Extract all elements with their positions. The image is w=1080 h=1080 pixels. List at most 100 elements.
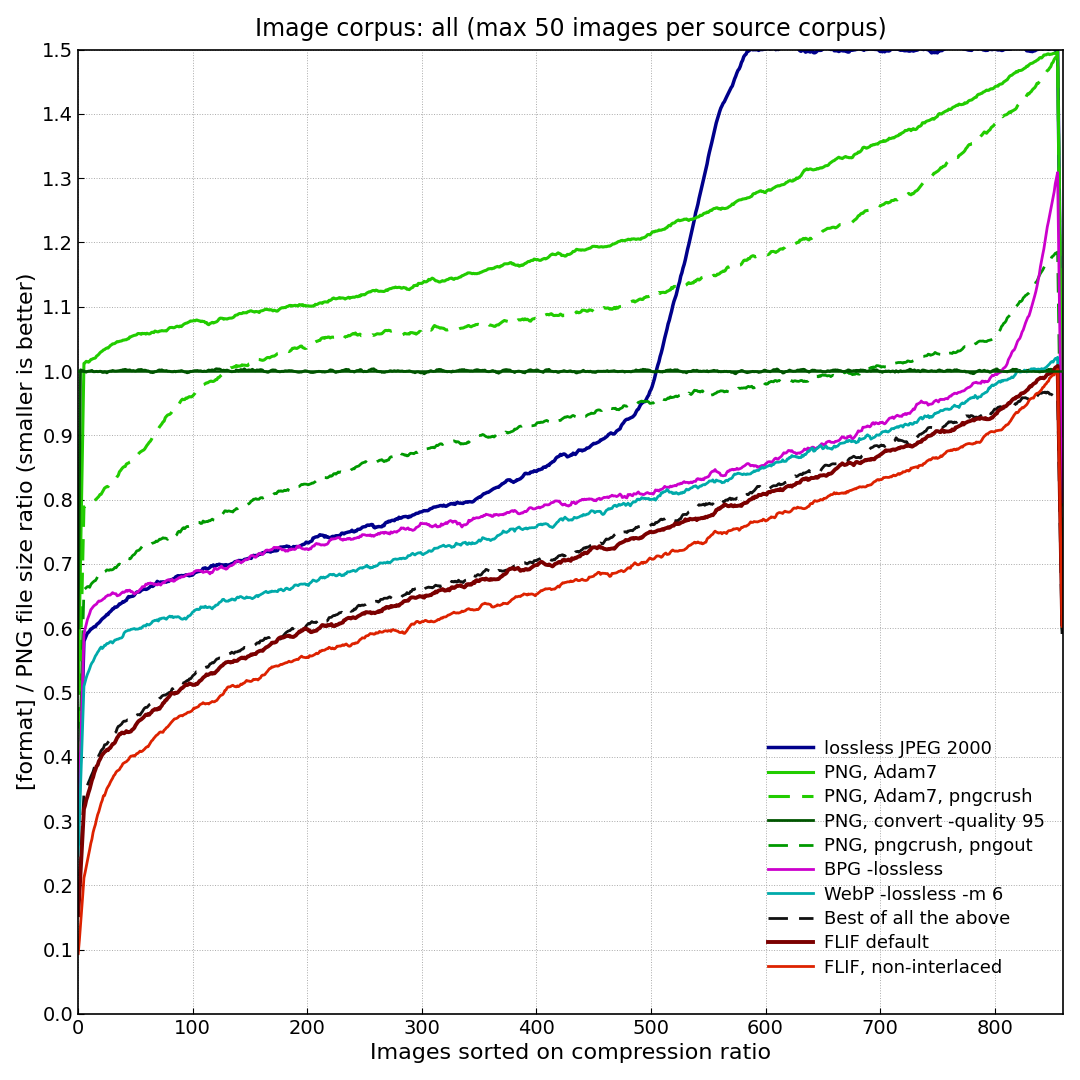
- BPG -lossless: [71, 825, 84, 838]
- PNG, convert -quality 95: [178, 365, 191, 378]
- BPG -lossless: [1056, 496, 1069, 509]
- PNG, Adam7, pngcrush: [71, 756, 84, 769]
- PNG, Adam7: [1051, 45, 1064, 58]
- WebP -lossless -m 6: [71, 849, 84, 862]
- Line: PNG, Adam7: PNG, Adam7: [78, 52, 1063, 690]
- lossless JPEG 2000: [171, 570, 184, 583]
- FLIF, non-interlaced: [855, 481, 868, 494]
- PNG, pngcrush, pngout: [178, 523, 191, 536]
- Line: PNG, pngcrush, pngout: PNG, pngcrush, pngout: [78, 252, 1063, 802]
- Best of all the above: [1056, 636, 1069, 649]
- PNG, convert -quality 95: [1056, 622, 1069, 635]
- FLIF default: [171, 687, 184, 700]
- PNG, pngcrush, pngout: [1051, 245, 1064, 258]
- Title: Image corpus: all (max 50 images per source corpus): Image corpus: all (max 50 images per sou…: [255, 16, 887, 41]
- FLIF default: [71, 908, 84, 921]
- Best of all the above: [229, 646, 242, 659]
- PNG, pngcrush, pngout: [855, 366, 868, 379]
- BPG -lossless: [1051, 166, 1064, 179]
- PNG, pngcrush, pngout: [704, 389, 717, 402]
- FLIF, non-interlaced: [234, 677, 247, 690]
- PNG, convert -quality 95: [71, 621, 84, 634]
- PNG, convert -quality 95: [367, 362, 380, 375]
- Legend: lossless JPEG 2000, PNG, Adam7, PNG, Adam7, pngcrush, PNG, convert -quality 95, : lossless JPEG 2000, PNG, Adam7, PNG, Ada…: [759, 731, 1054, 986]
- PNG, Adam7, pngcrush: [234, 360, 247, 373]
- PNG, Adam7, pngcrush: [855, 206, 868, 219]
- FLIF, non-interlaced: [178, 707, 191, 720]
- PNG, Adam7: [1056, 430, 1069, 443]
- lossless JPEG 2000: [855, 43, 868, 56]
- FLIF, non-interlaced: [1051, 363, 1064, 376]
- PNG, convert -quality 95: [705, 364, 718, 377]
- Line: FLIF default: FLIF default: [78, 366, 1063, 915]
- PNG, convert -quality 95: [229, 365, 242, 378]
- PNG, pngcrush, pngout: [171, 528, 184, 541]
- Best of all the above: [178, 676, 191, 689]
- WebP -lossless -m 6: [1051, 351, 1064, 364]
- FLIF, non-interlaced: [171, 712, 184, 725]
- FLIF, non-interlaced: [704, 529, 717, 542]
- PNG, convert -quality 95: [856, 364, 869, 377]
- Best of all the above: [71, 900, 84, 913]
- FLIF default: [1051, 360, 1064, 373]
- FLIF default: [234, 651, 247, 664]
- lossless JPEG 2000: [1056, 429, 1069, 442]
- WebP -lossless -m 6: [171, 610, 184, 623]
- FLIF default: [178, 679, 191, 692]
- FLIF default: [1056, 618, 1069, 631]
- PNG, Adam7, pngcrush: [178, 393, 191, 406]
- PNG, Adam7, pngcrush: [171, 401, 184, 414]
- lossless JPEG 2000: [178, 569, 191, 582]
- Best of all the above: [1041, 386, 1054, 399]
- Best of all the above: [171, 678, 184, 691]
- PNG, Adam7: [178, 318, 191, 330]
- PNG, Adam7, pngcrush: [1051, 48, 1064, 60]
- lossless JPEG 2000: [1013, 39, 1026, 52]
- PNG, Adam7: [229, 309, 242, 322]
- PNG, Adam7, pngcrush: [1056, 428, 1069, 441]
- FLIF, non-interlaced: [1056, 620, 1069, 633]
- BPG -lossless: [704, 467, 717, 480]
- BPG -lossless: [234, 556, 247, 569]
- WebP -lossless -m 6: [178, 611, 191, 624]
- PNG, pngcrush, pngout: [234, 501, 247, 514]
- FLIF default: [855, 456, 868, 469]
- FLIF default: [229, 654, 242, 667]
- BPG -lossless: [171, 572, 184, 585]
- PNG, convert -quality 95: [171, 365, 184, 378]
- PNG, pngcrush, pngout: [229, 503, 242, 516]
- PNG, Adam7: [234, 307, 247, 320]
- BPG -lossless: [178, 569, 191, 582]
- lossless JPEG 2000: [71, 826, 84, 839]
- FLIF, non-interlaced: [71, 947, 84, 960]
- PNG, Adam7, pngcrush: [229, 361, 242, 374]
- PNG, Adam7: [71, 684, 84, 697]
- WebP -lossless -m 6: [229, 594, 242, 607]
- Line: PNG, Adam7, pngcrush: PNG, Adam7, pngcrush: [78, 54, 1063, 762]
- PNG, convert -quality 95: [234, 363, 247, 376]
- PNG, Adam7: [171, 320, 184, 333]
- FLIF default: [704, 510, 717, 523]
- PNG, Adam7, pngcrush: [704, 270, 717, 283]
- Best of all the above: [704, 498, 717, 511]
- BPG -lossless: [229, 556, 242, 569]
- Line: PNG, convert -quality 95: PNG, convert -quality 95: [78, 368, 1063, 629]
- Best of all the above: [234, 644, 247, 657]
- Line: FLIF, non-interlaced: FLIF, non-interlaced: [78, 369, 1063, 954]
- BPG -lossless: [855, 424, 868, 437]
- Line: WebP -lossless -m 6: WebP -lossless -m 6: [78, 357, 1063, 855]
- WebP -lossless -m 6: [855, 433, 868, 446]
- lossless JPEG 2000: [234, 554, 247, 567]
- X-axis label: Images sorted on compression ratio: Images sorted on compression ratio: [370, 1043, 771, 1064]
- Y-axis label: [format] / PNG file size ratio (smaller is better): [format] / PNG file size ratio (smaller …: [16, 273, 37, 791]
- lossless JPEG 2000: [229, 555, 242, 568]
- WebP -lossless -m 6: [704, 474, 717, 487]
- WebP -lossless -m 6: [234, 590, 247, 603]
- PNG, Adam7: [855, 144, 868, 157]
- lossless JPEG 2000: [704, 141, 717, 154]
- Line: Best of all the above: Best of all the above: [78, 392, 1063, 906]
- Line: BPG -lossless: BPG -lossless: [78, 173, 1063, 832]
- PNG, Adam7: [704, 204, 717, 217]
- Line: lossless JPEG 2000: lossless JPEG 2000: [78, 45, 1063, 833]
- PNG, pngcrush, pngout: [1056, 549, 1069, 562]
